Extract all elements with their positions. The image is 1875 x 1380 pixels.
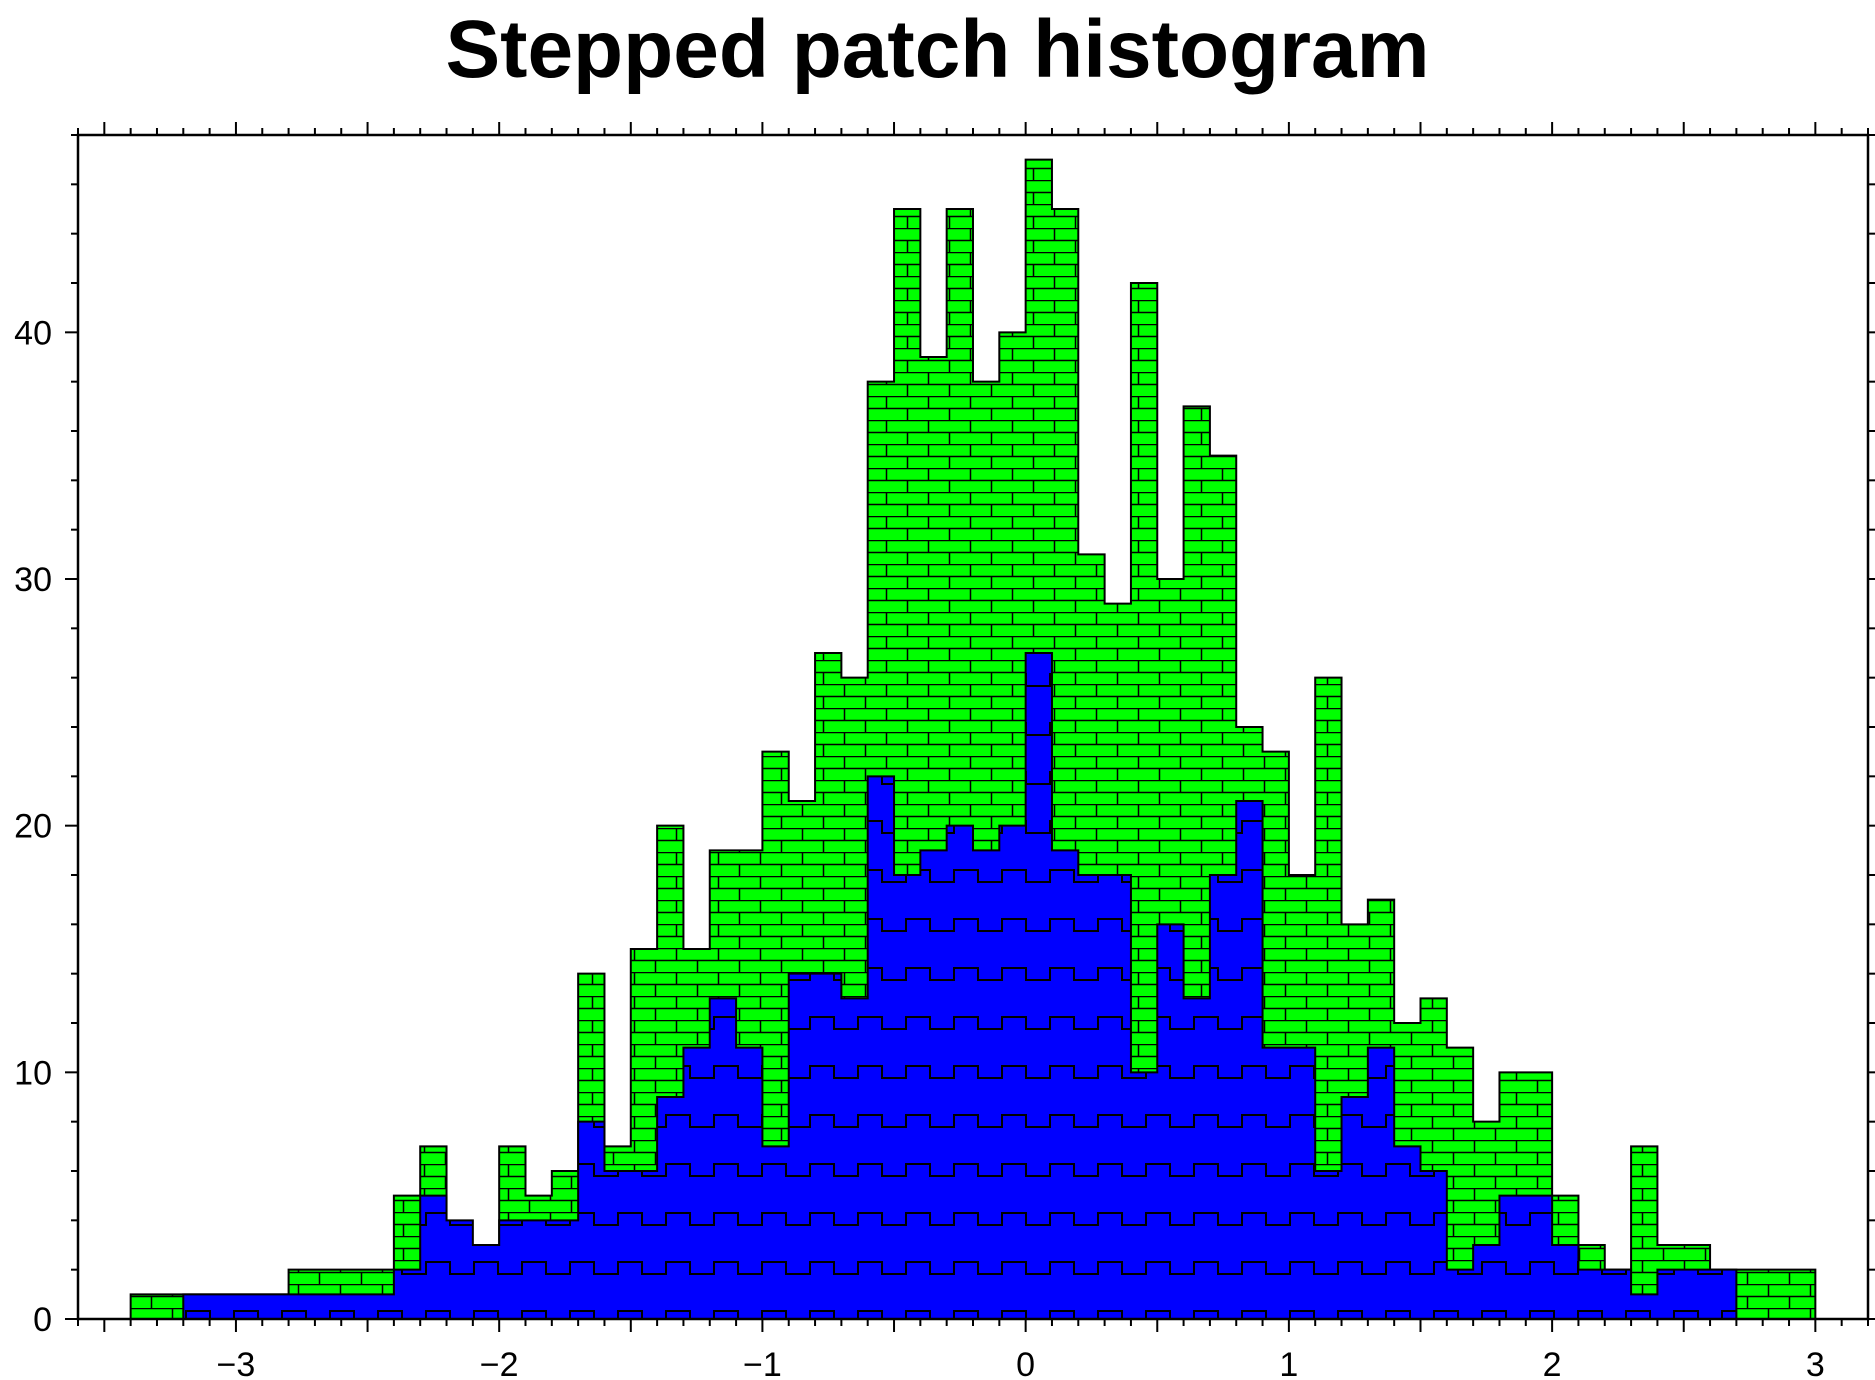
series-2-bar [367,1294,394,1319]
series-2-bar [1657,1269,1684,1319]
y-tick-label: 30 [14,561,52,599]
series-2-bar [1394,1146,1421,1319]
series-1-bar [1762,1269,1790,1319]
series-2-bar [1315,1171,1342,1319]
x-tick-label: −3 [217,1346,256,1380]
series-2-bar [288,1294,315,1319]
series-2-bar [1078,875,1105,1319]
series-layer [129,158,1817,1320]
series-2-bar [1499,1195,1526,1319]
series-2-bar [1631,1294,1658,1319]
series-2-bar [1552,1245,1579,1319]
x-tick-label: 0 [1016,1346,1035,1380]
series-2-bar [999,825,1026,1319]
series-2-bar [578,1121,605,1319]
series-2-bar [1683,1269,1711,1319]
series-2-bar [551,1220,579,1319]
series-2-bar [525,1220,552,1319]
series-2-bar [1578,1269,1605,1319]
series-2-bar [183,1294,210,1319]
series-2-bar [1604,1269,1632,1319]
series-2-bar [683,1047,710,1319]
chart-title: Stepped patch histogram [445,4,1430,95]
y-tick-label: 0 [33,1301,52,1339]
y-tick-label: 10 [14,1054,52,1092]
series-2-bar [314,1294,342,1319]
series-2-bar [762,1146,789,1319]
series-2-bar [1157,924,1184,1319]
series-2-bar [420,1195,447,1319]
series-2-bar [788,973,816,1319]
tick-marks [65,122,1875,1332]
series-2-bar [657,1097,684,1319]
series-2-bar [841,998,868,1319]
series-2-bar [1262,1047,1289,1319]
x-tick-label: 1 [1279,1346,1298,1380]
series-2-bar [894,875,921,1319]
y-tick-label: 40 [14,314,52,352]
series-1-bar [1736,1269,1763,1319]
series-2-bar [630,1171,658,1319]
series-1-bar [130,1294,157,1319]
series-2-bar [1710,1269,1737,1319]
x-tick-label: −1 [743,1346,782,1380]
series-2-bar [946,825,973,1319]
series-2 [182,652,1738,1319]
series-1-bar [1789,1269,1816,1319]
series-2-bar [1183,998,1210,1319]
series-2-bar [446,1220,473,1319]
series-2-bar [1420,1171,1447,1319]
series-2-bar [472,1245,500,1319]
series-2-bar [1446,1269,1474,1319]
series-2-bar [393,1269,421,1319]
series-2-bar [973,850,1000,1319]
series-2-bar [341,1294,368,1319]
y-tick-label: 20 [14,808,52,846]
series-1-bar [156,1294,184,1319]
series-2-bar [736,1047,763,1319]
series-2-bar [920,850,947,1319]
series-2-bar [1473,1245,1500,1319]
series-2-bar [499,1220,526,1319]
series-2-bar [709,998,737,1319]
series-2-bar [867,776,895,1319]
series-2-bar [604,1171,631,1319]
series-2-outline [182,652,1738,1319]
series-2-bar [209,1294,236,1319]
series-2-bar [1236,801,1263,1319]
series-2-bar [1525,1195,1553,1319]
x-tick-label: −2 [480,1346,519,1380]
series-2-bar [1288,1047,1316,1319]
series-2-bar [1341,1097,1368,1319]
series-2-bar [262,1294,289,1319]
series-2-bar [1051,850,1079,1319]
series-2-bar [1104,875,1131,1319]
x-tick-label: 2 [1543,1346,1562,1380]
series-2-bar [1209,875,1237,1319]
series-2-bar [1367,1047,1395,1319]
series-2-bar [235,1294,263,1319]
x-tick-label: 3 [1806,1346,1825,1380]
series-2-bar [1130,1072,1158,1319]
series-2-bar [1025,653,1052,1319]
series-1-bar [1631,1146,1658,1319]
series-2-bar [815,973,842,1319]
